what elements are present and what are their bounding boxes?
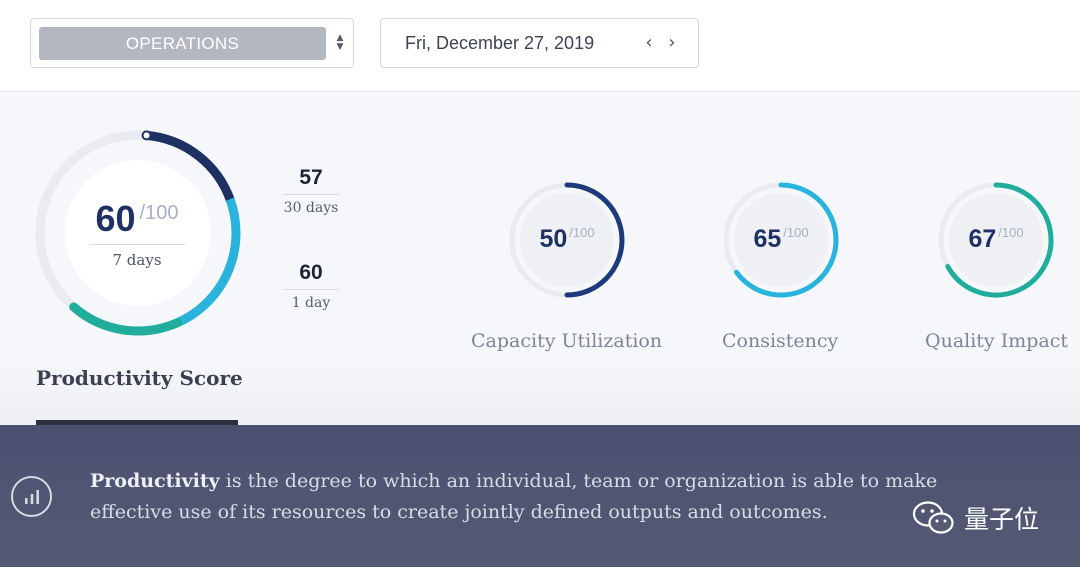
date-value[interactable]: Fri, December 27, 2019: [405, 33, 595, 53]
divider: [283, 289, 339, 290]
metric-score-value: 67: [968, 225, 997, 253]
active-tab-indicator: [36, 420, 238, 425]
productivity-period: 7 days: [112, 251, 162, 269]
capacity-utilization-gauge[interactable]: [507, 180, 627, 300]
stat-value: 60: [299, 261, 323, 284]
gauge-face: [734, 193, 828, 287]
watermark-text: 量子位: [964, 505, 1040, 534]
metric-score-max: /100: [783, 225, 809, 240]
gauge-progress-arc: [564, 182, 625, 298]
gauge-progress-segment: [69, 302, 183, 336]
team-select[interactable]: OPERATIONS ▲ ▼: [30, 18, 354, 68]
productivity-gauge: [35, 130, 241, 336]
divider: [283, 194, 339, 195]
stat-period: 1 day: [291, 295, 331, 311]
divider: [89, 244, 185, 245]
productivity-score-value: 60: [95, 198, 136, 239]
team-select-value[interactable]: OPERATIONS: [39, 27, 326, 60]
productivity-score-max: /100: [139, 202, 179, 224]
gauge-face: [949, 193, 1043, 287]
consistency-label[interactable]: Consistency: [722, 330, 839, 352]
select-caret-icon[interactable]: ▲ ▼: [336, 33, 344, 52]
metric-score-max: /100: [998, 225, 1024, 240]
gauge-face: [520, 193, 614, 287]
metric-score-value: 65: [753, 225, 782, 253]
definition-text: Productivity is the degree to which an i…: [90, 466, 960, 528]
productivity-score-title[interactable]: Productivity Score: [36, 366, 243, 390]
capacity-utilization-score: 50/100: [507, 225, 627, 254]
stat-period: 30 days: [283, 200, 339, 216]
date-picker[interactable]: Fri, December 27, 2019 ‹ ›: [380, 18, 699, 68]
definition-term: Productivity: [90, 470, 220, 492]
gauge-progress-segment: [146, 130, 235, 203]
productivity-score-center: 60/100 7 days: [70, 198, 204, 269]
gauge-progress-segment: [174, 197, 241, 328]
quality-impact-score: 67/100: [936, 225, 1056, 254]
consistency-gauge[interactable]: [721, 180, 841, 300]
chevron-right-icon[interactable]: ›: [668, 32, 676, 53]
consistency-score: 65/100: [721, 225, 841, 254]
quality-impact-label[interactable]: Quality Impact: [925, 330, 1068, 352]
metric-score-max: /100: [569, 225, 595, 240]
capacity-utilization-label[interactable]: Capacity Utilization: [471, 330, 663, 352]
wechat-icon: [912, 501, 954, 534]
definition-body: is the degree to which an individual, te…: [90, 470, 938, 523]
gauge-start-marker: [141, 130, 152, 141]
stat-30-days: 57 30 days: [283, 166, 339, 216]
gauge-face: [65, 160, 211, 306]
gauge-progress-arc: [734, 182, 839, 298]
stat-value: 57: [299, 166, 323, 189]
definition-banner: [0, 425, 1080, 567]
bar-chart-icon: [11, 476, 52, 517]
quality-impact-gauge[interactable]: [936, 180, 1056, 300]
gauge-progress-arc: [945, 182, 1054, 298]
stat-1-day: 60 1 day: [283, 261, 339, 311]
chevron-left-icon[interactable]: ‹: [645, 32, 653, 53]
metric-score-value: 50: [539, 225, 568, 253]
watermark: 量子位: [912, 500, 1039, 536]
